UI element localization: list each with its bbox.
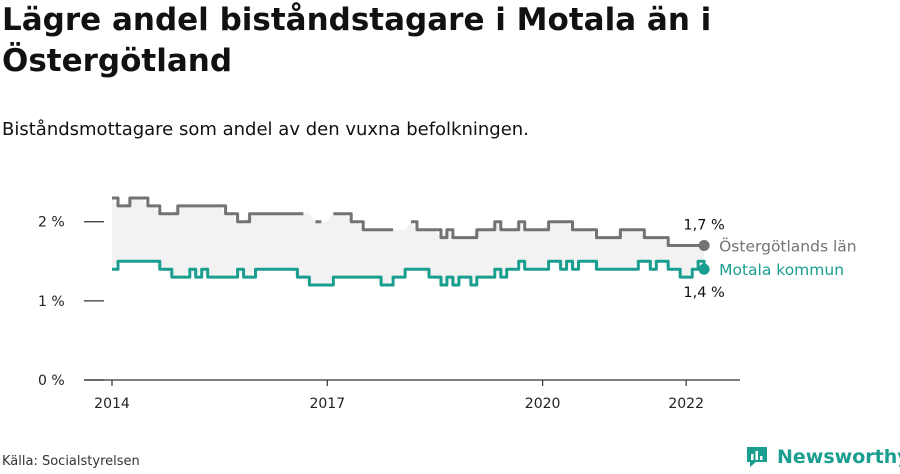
y-tick-label: 0 % bbox=[38, 373, 65, 389]
series-line-1 bbox=[112, 259, 706, 287]
y-tick-label: 1 % bbox=[38, 294, 65, 310]
chart-subtitle: Biståndsmottagare som andel av den vuxna… bbox=[2, 119, 529, 140]
source-note: Källa: Socialstyrelsen bbox=[2, 454, 140, 469]
y-axis: 0 % 1 % 2 % bbox=[38, 215, 104, 389]
series-value-label: 1,7 % bbox=[683, 217, 724, 233]
x-tick-label: 2017 bbox=[309, 396, 345, 412]
end-label-layer: Östergötlands län 1,7 % Motala kommun 1,4 % bbox=[683, 217, 856, 301]
series-line-0 bbox=[112, 196, 705, 247]
series-value-label: 1,4 % bbox=[683, 285, 724, 301]
series-name-label: Östergötlands län bbox=[719, 236, 857, 255]
x-tick-label: 2022 bbox=[668, 396, 704, 412]
series-gap-band bbox=[112, 198, 705, 285]
newsworthy-logo-icon bbox=[747, 447, 767, 467]
x-tick-label: 2014 bbox=[94, 396, 130, 412]
chart-title: Lägre andel biståndstagare i Motala än i… bbox=[2, 2, 712, 79]
x-axis: 2014 2017 2020 2022 bbox=[84, 379, 740, 412]
series-name-label: Motala kommun bbox=[719, 261, 844, 279]
x-tick-label: 2020 bbox=[525, 396, 561, 412]
y-tick-label: 2 % bbox=[38, 215, 65, 231]
brand[interactable]: Newsworthy bbox=[745, 443, 900, 471]
brand-name: Newsworthy bbox=[777, 446, 900, 468]
series-end-marker bbox=[698, 263, 710, 275]
series-end-marker bbox=[698, 239, 710, 251]
series-layer bbox=[112, 196, 710, 287]
plot-band-layer bbox=[112, 198, 705, 285]
